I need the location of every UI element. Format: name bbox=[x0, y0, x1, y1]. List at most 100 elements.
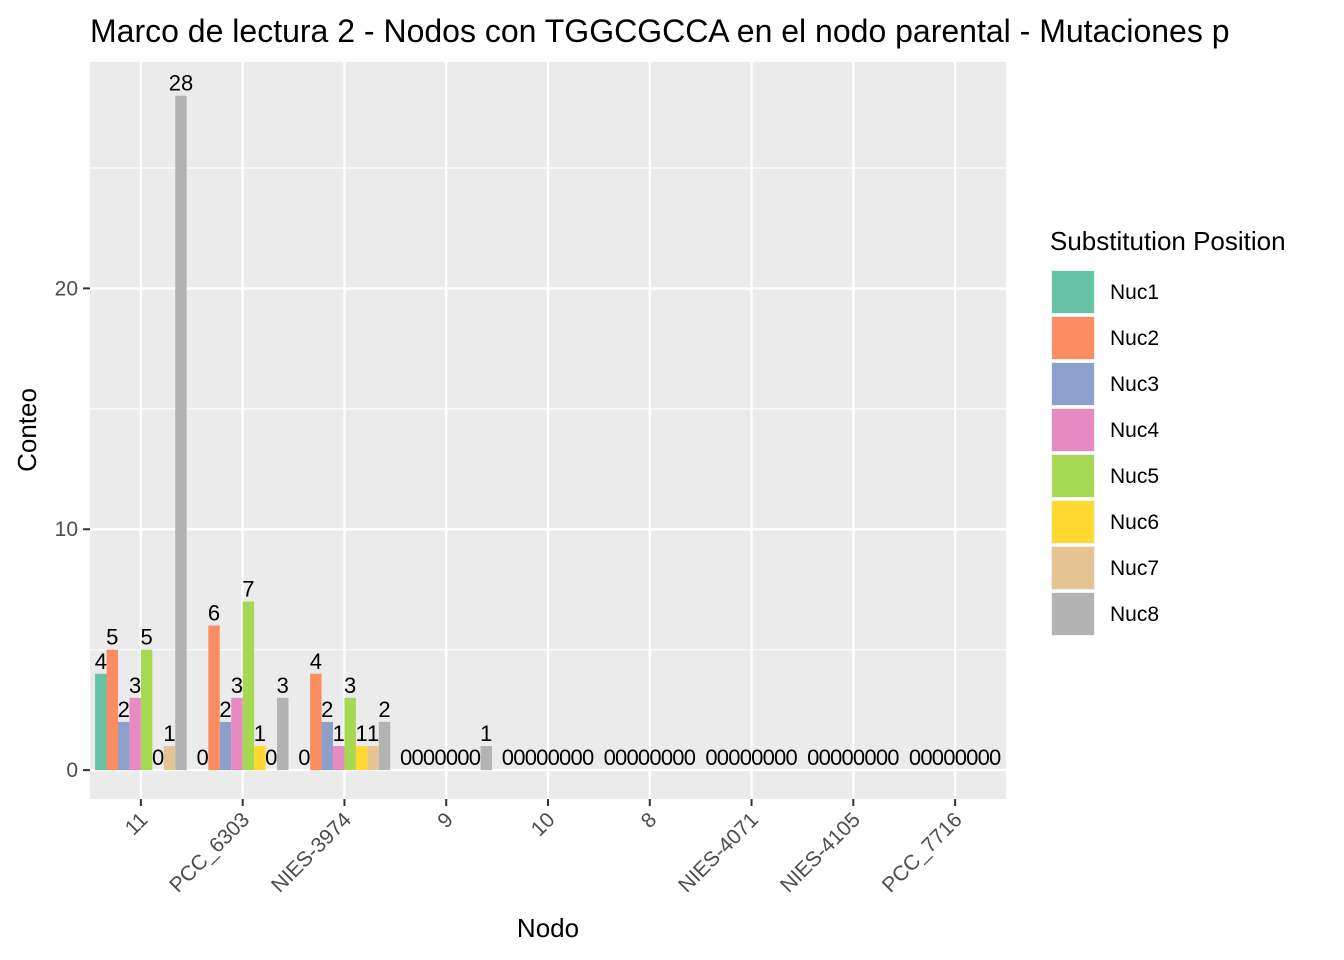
data-label: 0 bbox=[457, 745, 469, 770]
data-label: 0 bbox=[672, 745, 684, 770]
bar bbox=[163, 746, 176, 771]
bar bbox=[277, 697, 289, 771]
data-label: 5 bbox=[140, 625, 152, 650]
data-label: 4 bbox=[95, 649, 107, 674]
bar bbox=[344, 697, 356, 771]
data-label: 0 bbox=[638, 745, 650, 770]
legend-label: Nuc4 bbox=[1110, 419, 1159, 442]
data-label: 3 bbox=[231, 673, 243, 698]
data-label: 0 bbox=[400, 745, 412, 770]
data-label: 0 bbox=[740, 745, 752, 770]
data-label: 1 bbox=[333, 721, 345, 746]
data-label: 3 bbox=[344, 673, 356, 698]
data-label: 0 bbox=[582, 745, 594, 770]
data-label: 0 bbox=[513, 745, 525, 770]
data-label: 0 bbox=[649, 745, 661, 770]
data-label: 0 bbox=[469, 745, 481, 770]
x-tick-label: NIES-4105 bbox=[776, 808, 865, 897]
data-label: 0 bbox=[446, 745, 458, 770]
data-label: 0 bbox=[684, 745, 696, 770]
data-label: 0 bbox=[661, 745, 673, 770]
legend-swatch bbox=[1052, 455, 1094, 497]
legend-label: Nuc7 bbox=[1110, 557, 1159, 580]
legend-label: Nuc2 bbox=[1110, 327, 1159, 350]
bar bbox=[231, 697, 243, 771]
bar bbox=[254, 746, 266, 771]
data-label: 0 bbox=[774, 745, 786, 770]
bar bbox=[129, 697, 141, 771]
data-label: 6 bbox=[208, 601, 220, 626]
data-label: 2 bbox=[219, 697, 231, 722]
data-label: 0 bbox=[525, 745, 537, 770]
x-axis: 11 PCC_6303 NIES-3974 9 10 8 NIES-4071 NIES-410… bbox=[121, 799, 967, 897]
data-label: 0 bbox=[571, 745, 583, 770]
legend-swatch bbox=[1052, 317, 1094, 359]
data-label: 0 bbox=[196, 745, 208, 770]
bars bbox=[95, 95, 493, 771]
bar bbox=[321, 721, 333, 771]
data-label: 0 bbox=[265, 745, 277, 770]
bar bbox=[242, 601, 255, 771]
data-label: 2 bbox=[321, 697, 333, 722]
data-label: 1 bbox=[367, 721, 379, 746]
data-label: 0 bbox=[943, 745, 955, 770]
data-label: 0 bbox=[152, 745, 164, 770]
legend-swatch bbox=[1052, 409, 1094, 451]
data-label: 0 bbox=[626, 745, 638, 770]
data-label: 0 bbox=[876, 745, 888, 770]
legend-swatch bbox=[1052, 271, 1094, 313]
bar bbox=[367, 746, 379, 771]
data-label: 3 bbox=[277, 673, 289, 698]
chart-title: Marco de lectura 2 - Nodos con TGGCGCCA … bbox=[90, 13, 1230, 49]
legend-title: Substitution Position bbox=[1050, 226, 1286, 256]
legend-label: Nuc8 bbox=[1110, 603, 1159, 626]
bar bbox=[95, 673, 107, 771]
legend-label: Nuc6 bbox=[1110, 511, 1159, 534]
bar bbox=[355, 746, 368, 771]
data-label: 0 bbox=[786, 745, 798, 770]
y-axis: 0 10 20 bbox=[55, 277, 90, 782]
data-label: 1 bbox=[355, 721, 367, 746]
data-label: 0 bbox=[853, 745, 865, 770]
data-label: 2 bbox=[118, 697, 130, 722]
legend-label: Nuc1 bbox=[1110, 281, 1159, 304]
legend-items: Nuc1 Nuc2 Nuc3 Nuc4 Nuc5 Nuc6 Nuc7 Nuc8 bbox=[1051, 270, 1159, 636]
data-label: 0 bbox=[966, 745, 978, 770]
bar bbox=[480, 746, 493, 771]
data-label: 0 bbox=[751, 745, 763, 770]
data-label: 0 bbox=[819, 745, 831, 770]
data-label: 0 bbox=[989, 745, 1001, 770]
data-label: 0 bbox=[298, 745, 310, 770]
data-label: 0 bbox=[920, 745, 932, 770]
x-tick-label: 10 bbox=[527, 808, 560, 841]
data-label: 1 bbox=[480, 721, 492, 746]
data-label: 0 bbox=[434, 745, 446, 770]
bar bbox=[310, 673, 322, 771]
data-label: 0 bbox=[717, 745, 729, 770]
data-label: 0 bbox=[502, 745, 514, 770]
bar bbox=[175, 95, 187, 771]
data-label: 0 bbox=[411, 745, 423, 770]
x-tick-label: 11 bbox=[121, 808, 153, 840]
data-label: 0 bbox=[423, 745, 435, 770]
data-label: 3 bbox=[129, 673, 141, 698]
data-label: 2 bbox=[378, 697, 390, 722]
bar bbox=[378, 721, 391, 771]
data-label: 0 bbox=[887, 745, 899, 770]
legend-swatch bbox=[1052, 501, 1094, 543]
y-axis-title: Conteo bbox=[12, 388, 42, 472]
data-label: 0 bbox=[932, 745, 944, 770]
data-label: 1 bbox=[254, 721, 266, 746]
x-tick-label: 9 bbox=[433, 808, 458, 833]
legend-swatch bbox=[1052, 593, 1094, 635]
data-label: 0 bbox=[978, 745, 990, 770]
data-label: 0 bbox=[763, 745, 775, 770]
data-label: 0 bbox=[807, 745, 819, 770]
data-label: 0 bbox=[909, 745, 921, 770]
data-label: 0 bbox=[604, 745, 616, 770]
grid-major bbox=[90, 62, 1006, 799]
data-label: 4 bbox=[310, 649, 322, 674]
x-tick-label: NIES-3974 bbox=[267, 808, 356, 897]
